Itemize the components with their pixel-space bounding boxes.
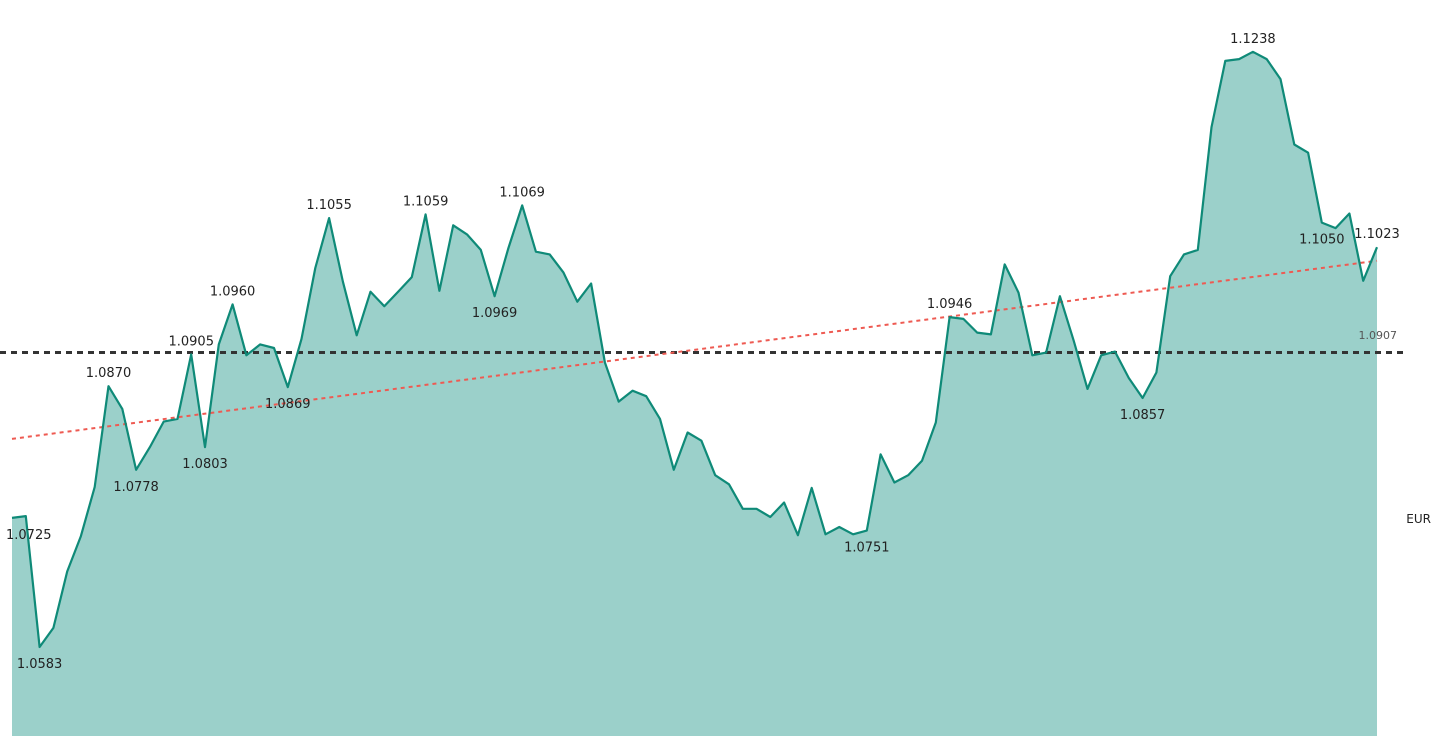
data-label-7: 1.0870 (86, 366, 132, 381)
data-label-2: 1.0583 (17, 657, 63, 672)
data-label-82: 1.0857 (1120, 408, 1166, 423)
data-label-16: 1.0960 (210, 284, 256, 299)
data-label-90: 1.1238 (1230, 32, 1276, 47)
area-fill (12, 51, 1377, 736)
data-label-30: 1.1059 (403, 194, 449, 209)
data-labels-layer: 1.0725 1.0583 1.0870 1.0778 1.0905 1.0803 1.09… (6, 32, 1400, 672)
data-label-99: 1.1023 (1354, 227, 1400, 242)
data-label-37: 1.1069 (499, 185, 545, 200)
data-label-95: 1.1050 (1299, 233, 1345, 248)
data-label-23: 1.1055 (306, 198, 352, 213)
trend-line (11, 259, 1378, 440)
average-line-label: 1.0907 (1359, 329, 1398, 342)
series-line-layer (11, 50, 1379, 649)
data-label-14: 1.0803 (182, 457, 228, 472)
data-label-20: 1.0869 (265, 397, 311, 412)
data-label-13: 1.0905 (168, 334, 214, 349)
data-label-35: 1.0969 (472, 306, 518, 321)
data-label-0: 1.0725 (6, 528, 52, 543)
unit-label: EUR (1406, 512, 1431, 526)
series-line (11, 50, 1379, 649)
data-label-68: 1.0946 (927, 297, 973, 312)
reference-lines-layer (0, 259, 1404, 440)
data-label-9: 1.0778 (113, 480, 159, 495)
area-layer (12, 51, 1377, 736)
data-label-62: 1.0751 (844, 541, 890, 556)
